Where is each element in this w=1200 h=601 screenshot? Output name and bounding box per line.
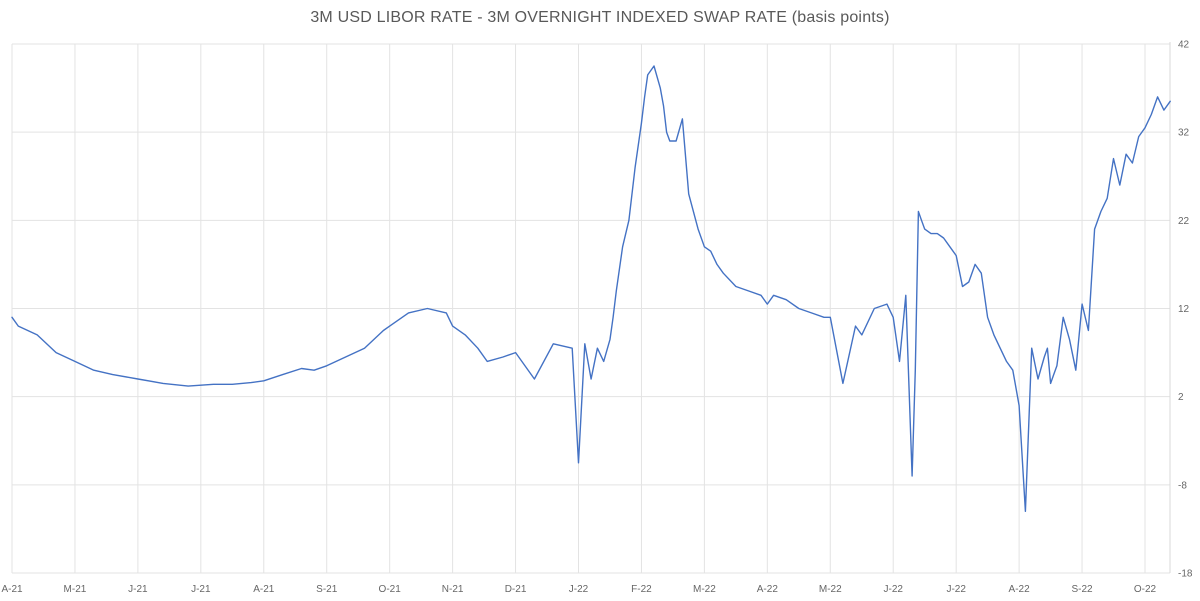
y-tick-label: 42: [1178, 40, 1190, 51]
y-tick-label: 2: [1178, 392, 1184, 403]
x-tick-label: M-21: [64, 584, 87, 595]
x-tick-label: J-22: [946, 584, 966, 595]
x-tick-labels: A-21 M-21 J-21 J-21 A-21 S-21 O-21 N-21 D-21 J-22…: [1, 584, 1156, 595]
x-tick-label: S-22: [1071, 584, 1093, 595]
chart-title: 3M USD LIBOR RATE - 3M OVERNIGHT INDEXED…: [310, 9, 890, 26]
y-tick-labels: 42 32 22 12 2 -8 -18: [1178, 40, 1193, 580]
x-tick-label: J-21: [191, 584, 211, 595]
x-tick-label: J-22: [883, 584, 903, 595]
x-tick-label: A-21: [253, 584, 275, 595]
x-tick-label: S-21: [316, 584, 338, 595]
y-tick-label: -18: [1178, 569, 1193, 580]
y-tick-label: 22: [1178, 216, 1190, 227]
x-tick-label: N-21: [442, 584, 464, 595]
series-line: [11, 65, 1171, 512]
x-tick-label: A-22: [757, 584, 779, 595]
y-tick-label: 12: [1178, 304, 1190, 315]
x-tick-label: O-21: [379, 584, 402, 595]
x-tick-label: J-22: [569, 584, 589, 595]
x-tick-label: A-22: [1009, 584, 1031, 595]
x-tick-label: F-22: [631, 584, 652, 595]
series-group: [11, 65, 1171, 512]
x-tick-label: M-22: [693, 584, 716, 595]
x-tick-label: A-21: [1, 584, 23, 595]
x-tick-label: J-21: [128, 584, 148, 595]
y-tick-label: -8: [1178, 480, 1187, 491]
x-gridlines: [11, 44, 1146, 573]
y-gridlines: [12, 43, 1170, 574]
y-tick-label: 32: [1178, 128, 1190, 139]
x-tick-label: D-21: [505, 584, 527, 595]
x-tick-label: O-22: [1134, 584, 1157, 595]
x-tick-label: M-22: [819, 584, 842, 595]
